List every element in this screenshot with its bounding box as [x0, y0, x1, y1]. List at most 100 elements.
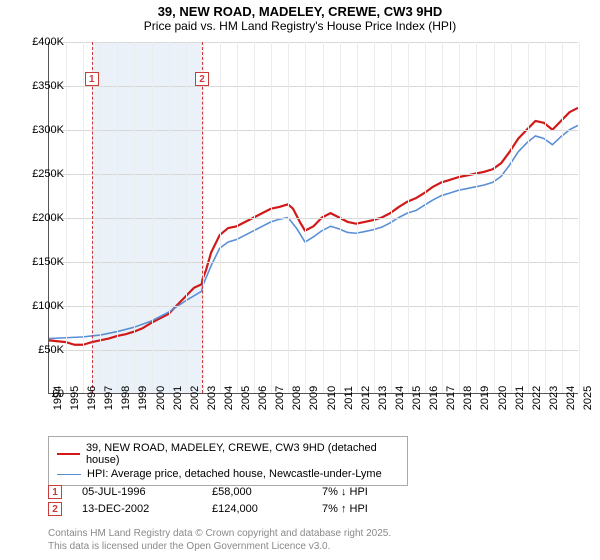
x-axis-label: 2018	[462, 386, 474, 410]
x-axis-label: 2001	[172, 386, 184, 410]
gridline-v	[271, 42, 272, 393]
y-axis-label: £200K	[18, 212, 64, 224]
gridline-v	[425, 42, 426, 393]
y-axis-label: £100K	[18, 300, 64, 312]
gridline-v	[340, 42, 341, 393]
x-axis-label: 2000	[155, 386, 167, 410]
legend-label: 39, NEW ROAD, MADELEY, CREWE, CW3 9HD (d…	[86, 442, 399, 466]
x-axis-label: 2019	[479, 386, 491, 410]
gridline-v	[220, 42, 221, 393]
legend-swatch	[57, 474, 81, 475]
x-axis-label: 1996	[86, 386, 98, 410]
x-axis-label: 2023	[548, 386, 560, 410]
x-axis-label: 2016	[428, 386, 440, 410]
gridline-v	[100, 42, 101, 393]
gridline-v	[83, 42, 84, 393]
x-axis-label: 2024	[565, 386, 577, 410]
gridline-v	[579, 42, 580, 393]
x-axis-label: 2002	[189, 386, 201, 410]
transaction-row: 1 05-JUL-1996 £58,000 7% ↓ HPI	[48, 485, 412, 499]
gridline-v	[169, 42, 170, 393]
x-axis-label: 2013	[377, 386, 389, 410]
x-axis-label: 1997	[103, 386, 115, 410]
y-axis-label: £350K	[18, 80, 64, 92]
transaction-price: £58,000	[212, 486, 302, 498]
gridline-v	[254, 42, 255, 393]
y-axis-label: £50K	[18, 344, 64, 356]
gridline-h	[49, 174, 578, 175]
x-axis-label: 2015	[411, 386, 423, 410]
legend-swatch	[57, 453, 80, 455]
gridline-v	[562, 42, 563, 393]
x-axis-label: 2022	[531, 386, 543, 410]
x-axis-label: 2021	[514, 386, 526, 410]
transaction-row-marker: 2	[48, 502, 62, 516]
gridline-v	[545, 42, 546, 393]
gridline-v	[442, 42, 443, 393]
x-axis-label: 1995	[69, 386, 81, 410]
gridline-h	[49, 218, 578, 219]
x-axis-label: 2008	[291, 386, 303, 410]
transaction-dash	[202, 42, 203, 393]
chart-container: 39, NEW ROAD, MADELEY, CREWE, CW3 9HD Pr…	[0, 0, 600, 560]
x-axis-label: 2017	[445, 386, 457, 410]
transaction-row-marker: 1	[48, 485, 62, 499]
transaction-dash	[92, 42, 93, 393]
gridline-v	[323, 42, 324, 393]
gridline-v	[374, 42, 375, 393]
gridline-v	[459, 42, 460, 393]
x-axis-label: 2005	[240, 386, 252, 410]
gridline-v	[288, 42, 289, 393]
gridline-v	[237, 42, 238, 393]
gridline-v	[66, 42, 67, 393]
legend-label: HPI: Average price, detached house, Newc…	[87, 468, 382, 480]
gridline-h	[49, 262, 578, 263]
gridline-h	[49, 42, 578, 43]
gridline-v	[511, 42, 512, 393]
transactions-table: 1 05-JUL-1996 £58,000 7% ↓ HPI 2 13-DEC-2002 £…	[48, 482, 412, 519]
x-axis-label: 2020	[497, 386, 509, 410]
x-axis-label: 2011	[343, 386, 355, 410]
y-axis-label: £250K	[18, 168, 64, 180]
transaction-delta: 7% ↑ HPI	[322, 503, 412, 515]
x-axis-label: 1998	[120, 386, 132, 410]
gridline-v	[305, 42, 306, 393]
transaction-date: 13-DEC-2002	[82, 503, 192, 515]
series-line	[49, 108, 578, 345]
gridline-v	[408, 42, 409, 393]
legend-box: 39, NEW ROAD, MADELEY, CREWE, CW3 9HD (d…	[48, 436, 408, 486]
legend-item: HPI: Average price, detached house, Newc…	[57, 467, 399, 481]
x-axis-label: 2007	[274, 386, 286, 410]
transaction-marker: 1	[85, 72, 99, 86]
title-line2: Price paid vs. HM Land Registry's House …	[0, 19, 600, 33]
x-axis-label: 1994	[52, 386, 64, 410]
transaction-marker: 2	[195, 72, 209, 86]
x-axis-label: 1999	[137, 386, 149, 410]
x-axis-label: 2004	[223, 386, 235, 410]
transaction-price: £124,000	[212, 503, 302, 515]
x-axis-label: 2014	[394, 386, 406, 410]
x-axis-label: 2025	[582, 386, 594, 410]
gridline-v	[528, 42, 529, 393]
attribution-line2: This data is licensed under the Open Gov…	[48, 541, 391, 554]
gridline-v	[391, 42, 392, 393]
transaction-date: 05-JUL-1996	[82, 486, 192, 498]
x-axis-label: 2010	[326, 386, 338, 410]
title-block: 39, NEW ROAD, MADELEY, CREWE, CW3 9HD Pr…	[0, 0, 600, 35]
gridline-v	[357, 42, 358, 393]
attribution-text: Contains HM Land Registry data © Crown c…	[48, 528, 391, 553]
gridline-h	[49, 306, 578, 307]
gridline-v	[494, 42, 495, 393]
plot-area: 12	[48, 42, 578, 394]
x-axis-label: 2003	[206, 386, 218, 410]
x-axis-label: 2006	[257, 386, 269, 410]
transaction-row: 2 13-DEC-2002 £124,000 7% ↑ HPI	[48, 502, 412, 516]
gridline-v	[134, 42, 135, 393]
transaction-delta: 7% ↓ HPI	[322, 486, 412, 498]
title-line1: 39, NEW ROAD, MADELEY, CREWE, CW3 9HD	[0, 4, 600, 19]
gridline-h	[49, 350, 578, 351]
legend-item: 39, NEW ROAD, MADELEY, CREWE, CW3 9HD (d…	[57, 441, 399, 467]
y-axis-label: £150K	[18, 256, 64, 268]
gridline-v	[186, 42, 187, 393]
gridline-v	[152, 42, 153, 393]
